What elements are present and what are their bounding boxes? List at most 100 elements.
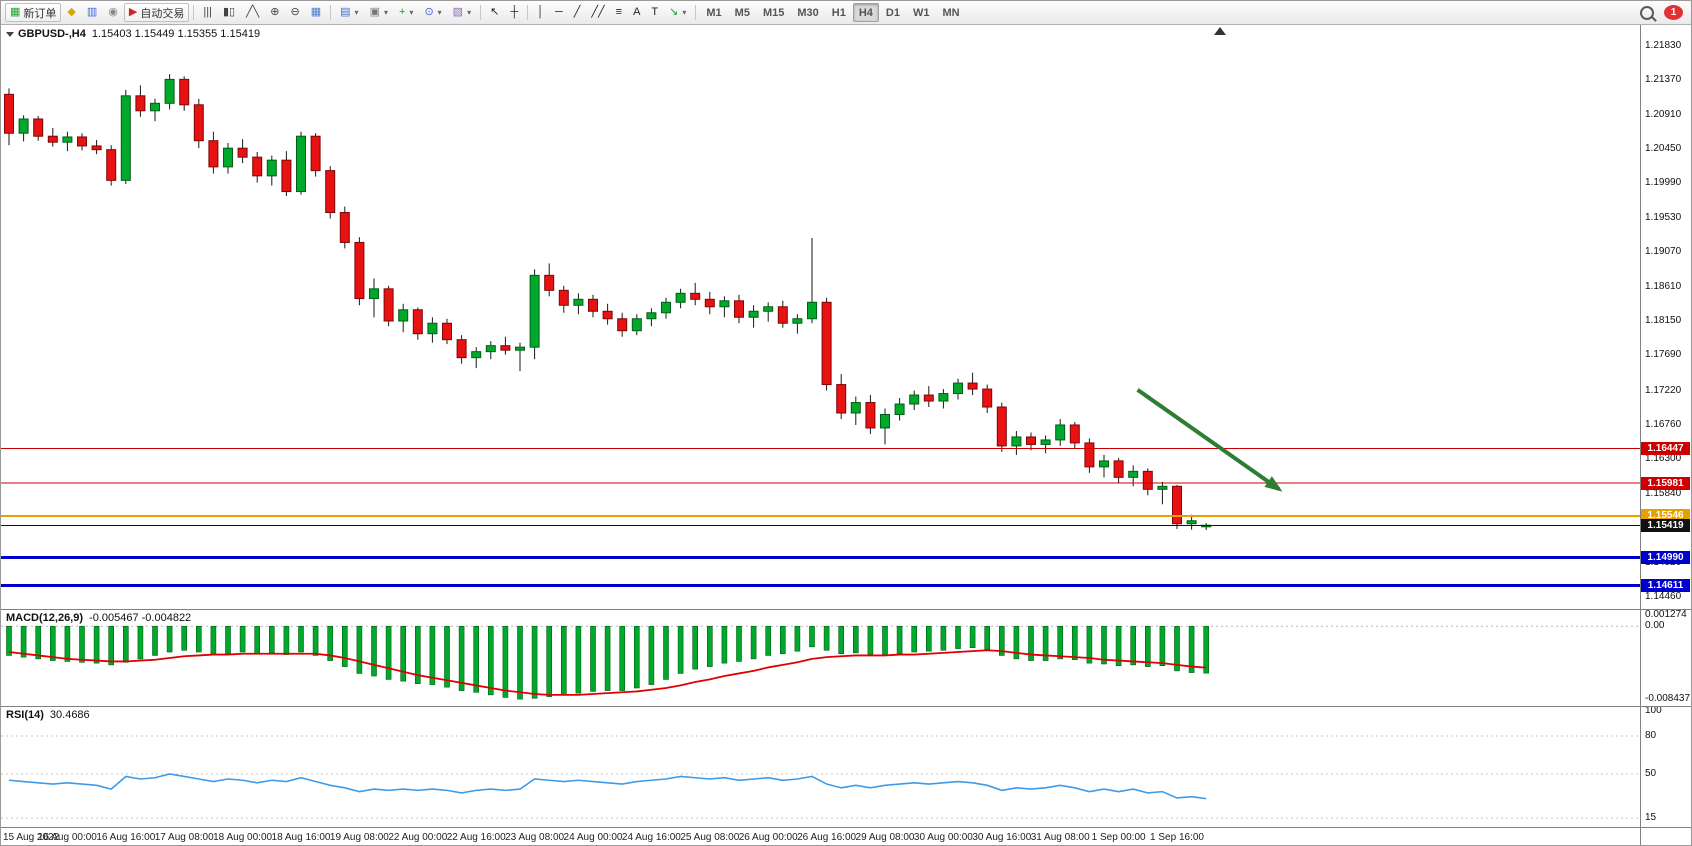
pane-divider[interactable]: [1, 706, 1691, 707]
cursor-icon-glyph: ↖: [490, 6, 500, 18]
chevron-down-icon: ▾: [682, 8, 687, 17]
tf-d1[interactable]: D1: [880, 3, 906, 22]
bar-chart-icon-glyph: |||: [203, 6, 212, 18]
search-icon[interactable]: [1640, 5, 1654, 20]
candlestick-chart-icon[interactable]: ▮▯: [218, 3, 240, 22]
templates-icon[interactable]: ▧ ▾: [448, 3, 476, 22]
templates-icon-glyph: ▧: [452, 6, 464, 18]
new-order-glyph: ▦: [10, 6, 21, 18]
time-label: 18 Aug 16:00: [271, 832, 331, 843]
vertical-line-icon[interactable]: │: [532, 3, 549, 22]
time-label: 18 Aug 00:00: [213, 832, 273, 843]
chevron-down-icon: ▾: [409, 8, 414, 17]
zoom-in-icon[interactable]: ⊕: [265, 3, 284, 22]
candlestick-chart-icon-glyph: ▮▯: [222, 6, 236, 18]
tf-w1[interactable]: W1: [907, 3, 936, 22]
chevron-down-icon: ▾: [467, 8, 472, 17]
market-watch-icon[interactable]: ◆: [62, 3, 80, 22]
cursor-icon[interactable]: ↖: [485, 3, 504, 22]
zoom-out-icon-glyph: ⊖: [290, 6, 300, 18]
zoom-out-icon[interactable]: ⊖: [286, 3, 305, 22]
time-label: 22 Aug 16:00: [446, 832, 506, 843]
auto-trading-button[interactable]: ▶ 自动交易: [123, 3, 190, 22]
price-tick: 50: [1645, 767, 1657, 779]
level-price-label: 1.16447: [1641, 441, 1690, 455]
trend-arrow[interactable]: [1136, 388, 1283, 492]
fibonacci-icon[interactable]: ≡: [611, 3, 627, 22]
trendline-icon[interactable]: ╱: [569, 3, 586, 22]
time-label: 26 Aug 16:00: [797, 832, 857, 843]
time-label: 17 Aug 08:00: [154, 832, 214, 843]
time-label: 15 Aug 2022: [3, 832, 60, 843]
tf-m15[interactable]: M15: [757, 3, 790, 22]
rsi-pane[interactable]: [1, 707, 1643, 827]
new-chart-icon[interactable]: ▤ ▾: [335, 3, 363, 22]
tf-m1[interactable]: M1: [700, 3, 727, 22]
crosshair-icon-glyph: ┼: [510, 6, 519, 18]
notifications-badge[interactable]: 1: [1664, 5, 1683, 20]
time-label: 16 Aug 16:00: [96, 832, 156, 843]
price-tick: 1.19070: [1645, 246, 1682, 258]
rsi-line: [8, 773, 1207, 800]
trendline-icon-glyph: ╱: [573, 6, 581, 18]
price-tick: 1.17690: [1645, 349, 1682, 361]
macd-signal-line: [8, 649, 1207, 696]
level-price-label: 1.14611: [1641, 579, 1690, 593]
data-window-icon[interactable]: ▥: [82, 3, 102, 22]
zoom-in-icon-glyph: ⊕: [270, 6, 280, 18]
toolbar-separator: [695, 5, 697, 20]
price-tick: 1.18610: [1645, 280, 1682, 292]
crosshair-icon[interactable]: ┼: [505, 3, 523, 22]
tf-h4[interactable]: H4: [852, 3, 879, 22]
arrows-icon[interactable]: ↘ ▾: [664, 3, 691, 22]
bar-chart-icon[interactable]: |||: [198, 3, 217, 22]
time-label: 24 Aug 00:00: [563, 832, 623, 843]
macd-pane[interactable]: [1, 610, 1643, 706]
price-tick: -0.008437: [1645, 692, 1691, 704]
price-tick: 1.20910: [1645, 108, 1682, 120]
label-icon[interactable]: T: [646, 3, 663, 22]
time-label: 31 Aug 08:00: [1030, 832, 1090, 843]
chart-shift-marker[interactable]: [1214, 27, 1226, 35]
horizontal-line-icon[interactable]: ─: [550, 3, 568, 22]
chevron-down-icon: ▾: [383, 8, 388, 17]
time-label: 26 Aug 00:00: [738, 832, 798, 843]
tf-mn[interactable]: MN: [936, 3, 965, 22]
time-label: 30 Aug 16:00: [972, 832, 1032, 843]
data-window-icon-glyph: ▥: [86, 6, 98, 18]
text-icon[interactable]: A: [628, 3, 645, 22]
macd-histogram: [6, 625, 1209, 700]
indicators-icon-glyph: +: [398, 6, 406, 18]
price-scale[interactable]: 1.21830 1.21370 1.20910 1.20450 1.19990 1.195…: [1640, 24, 1691, 845]
tf-m30[interactable]: M30: [791, 3, 824, 22]
periods-icon[interactable]: ⊙ ▾: [419, 3, 446, 22]
price-tick: 1.21830: [1645, 39, 1682, 51]
time-label: 24 Aug 16:00: [621, 832, 681, 843]
navigator-icon-glyph: ◉: [108, 6, 118, 18]
time-label: 1 Sep 00:00: [1091, 832, 1146, 843]
toolbar-separator: [330, 5, 332, 20]
price-tick: 1.14460: [1645, 591, 1682, 603]
price-tick: 15: [1645, 812, 1657, 824]
navigator-icon[interactable]: ◉: [103, 3, 123, 22]
tf-m5[interactable]: M5: [729, 3, 756, 22]
price-tick: 1.19990: [1645, 177, 1682, 189]
toolbar-separator: [193, 5, 195, 20]
profiles-icon[interactable]: ▣ ▾: [365, 3, 393, 22]
pane-divider[interactable]: [1, 609, 1691, 610]
tf-h1[interactable]: H1: [826, 3, 852, 22]
indicators-icon[interactable]: + ▾: [394, 3, 418, 22]
tile-windows-icon[interactable]: ▦: [306, 3, 326, 22]
new-order-button[interactable]: ▦ 新订单: [5, 3, 62, 22]
pane-divider[interactable]: [1, 827, 1691, 828]
time-label: 25 Aug 08:00: [680, 832, 740, 843]
profiles-icon-glyph: ▣: [369, 6, 380, 18]
channel-icon[interactable]: ╱╱: [586, 3, 609, 22]
price-tick: 100: [1645, 704, 1662, 716]
time-axis[interactable]: 15 Aug 2022 16 Aug 00:00 16 Aug 16:00 17 Au…: [1, 828, 1643, 845]
main-chart[interactable]: [1, 24, 1643, 609]
line-chart-icon[interactable]: ╱╲: [241, 3, 264, 22]
price-tick: 1.15840: [1645, 487, 1682, 499]
price-tick: 1.16300: [1645, 453, 1682, 465]
